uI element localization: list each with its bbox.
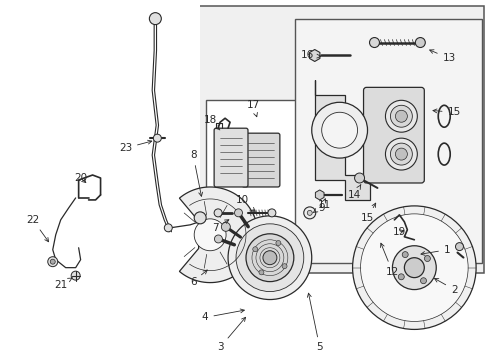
Circle shape	[214, 209, 222, 217]
Circle shape	[395, 110, 407, 122]
Circle shape	[50, 259, 55, 264]
Circle shape	[456, 243, 464, 251]
Circle shape	[259, 270, 264, 275]
Circle shape	[369, 37, 379, 48]
Text: 2: 2	[435, 278, 458, 294]
Circle shape	[402, 252, 408, 258]
Circle shape	[194, 219, 226, 251]
Circle shape	[228, 216, 312, 300]
Circle shape	[312, 102, 368, 158]
Polygon shape	[315, 80, 369, 200]
Bar	[198, 6, 484, 273]
Circle shape	[215, 235, 222, 243]
Circle shape	[386, 100, 417, 132]
Circle shape	[263, 251, 277, 265]
Text: 11: 11	[313, 200, 331, 213]
Circle shape	[268, 209, 276, 217]
Text: 6: 6	[190, 270, 207, 287]
Circle shape	[164, 224, 172, 232]
Circle shape	[395, 148, 407, 160]
Circle shape	[392, 246, 436, 289]
Circle shape	[236, 224, 304, 292]
Circle shape	[420, 278, 426, 284]
Circle shape	[235, 209, 243, 217]
Circle shape	[322, 112, 358, 148]
Text: 3: 3	[217, 317, 245, 352]
Text: 1: 1	[421, 245, 450, 255]
Text: 20: 20	[74, 173, 87, 183]
Circle shape	[304, 207, 316, 219]
Circle shape	[153, 134, 161, 142]
Circle shape	[424, 256, 430, 261]
FancyBboxPatch shape	[364, 87, 424, 183]
Circle shape	[48, 257, 58, 267]
Text: 12: 12	[381, 243, 399, 276]
Circle shape	[398, 274, 404, 280]
Circle shape	[221, 222, 230, 231]
Text: 19: 19	[393, 227, 406, 237]
Text: 9: 9	[318, 199, 326, 213]
Circle shape	[246, 234, 294, 282]
FancyBboxPatch shape	[214, 128, 248, 187]
Circle shape	[71, 271, 80, 280]
FancyBboxPatch shape	[242, 133, 280, 187]
Circle shape	[391, 143, 413, 165]
Circle shape	[416, 37, 425, 48]
Circle shape	[307, 210, 312, 215]
Bar	[206, 100, 336, 230]
Text: 16: 16	[301, 50, 321, 60]
Text: 5: 5	[307, 293, 323, 352]
Circle shape	[253, 247, 258, 252]
Text: 7: 7	[212, 220, 229, 233]
Text: 10: 10	[236, 195, 255, 211]
Circle shape	[353, 206, 476, 329]
Circle shape	[361, 214, 468, 321]
Text: 22: 22	[26, 215, 49, 242]
Circle shape	[386, 138, 417, 170]
Circle shape	[404, 258, 424, 278]
Circle shape	[194, 212, 206, 224]
Bar	[295, 19, 482, 263]
Text: 14: 14	[348, 185, 361, 200]
Circle shape	[355, 173, 365, 183]
Text: 15: 15	[361, 203, 376, 223]
Polygon shape	[179, 187, 258, 283]
Text: 13: 13	[430, 50, 456, 63]
Text: 18: 18	[203, 115, 220, 130]
Text: 17: 17	[246, 100, 260, 117]
Text: 8: 8	[190, 150, 202, 196]
Circle shape	[276, 240, 281, 246]
Circle shape	[391, 105, 413, 127]
Circle shape	[282, 264, 287, 269]
Bar	[1, 1, 200, 359]
Circle shape	[149, 13, 161, 24]
Text: 23: 23	[119, 140, 152, 153]
Text: 15: 15	[433, 107, 461, 117]
Text: 4: 4	[202, 309, 245, 323]
Text: 21: 21	[54, 278, 73, 289]
